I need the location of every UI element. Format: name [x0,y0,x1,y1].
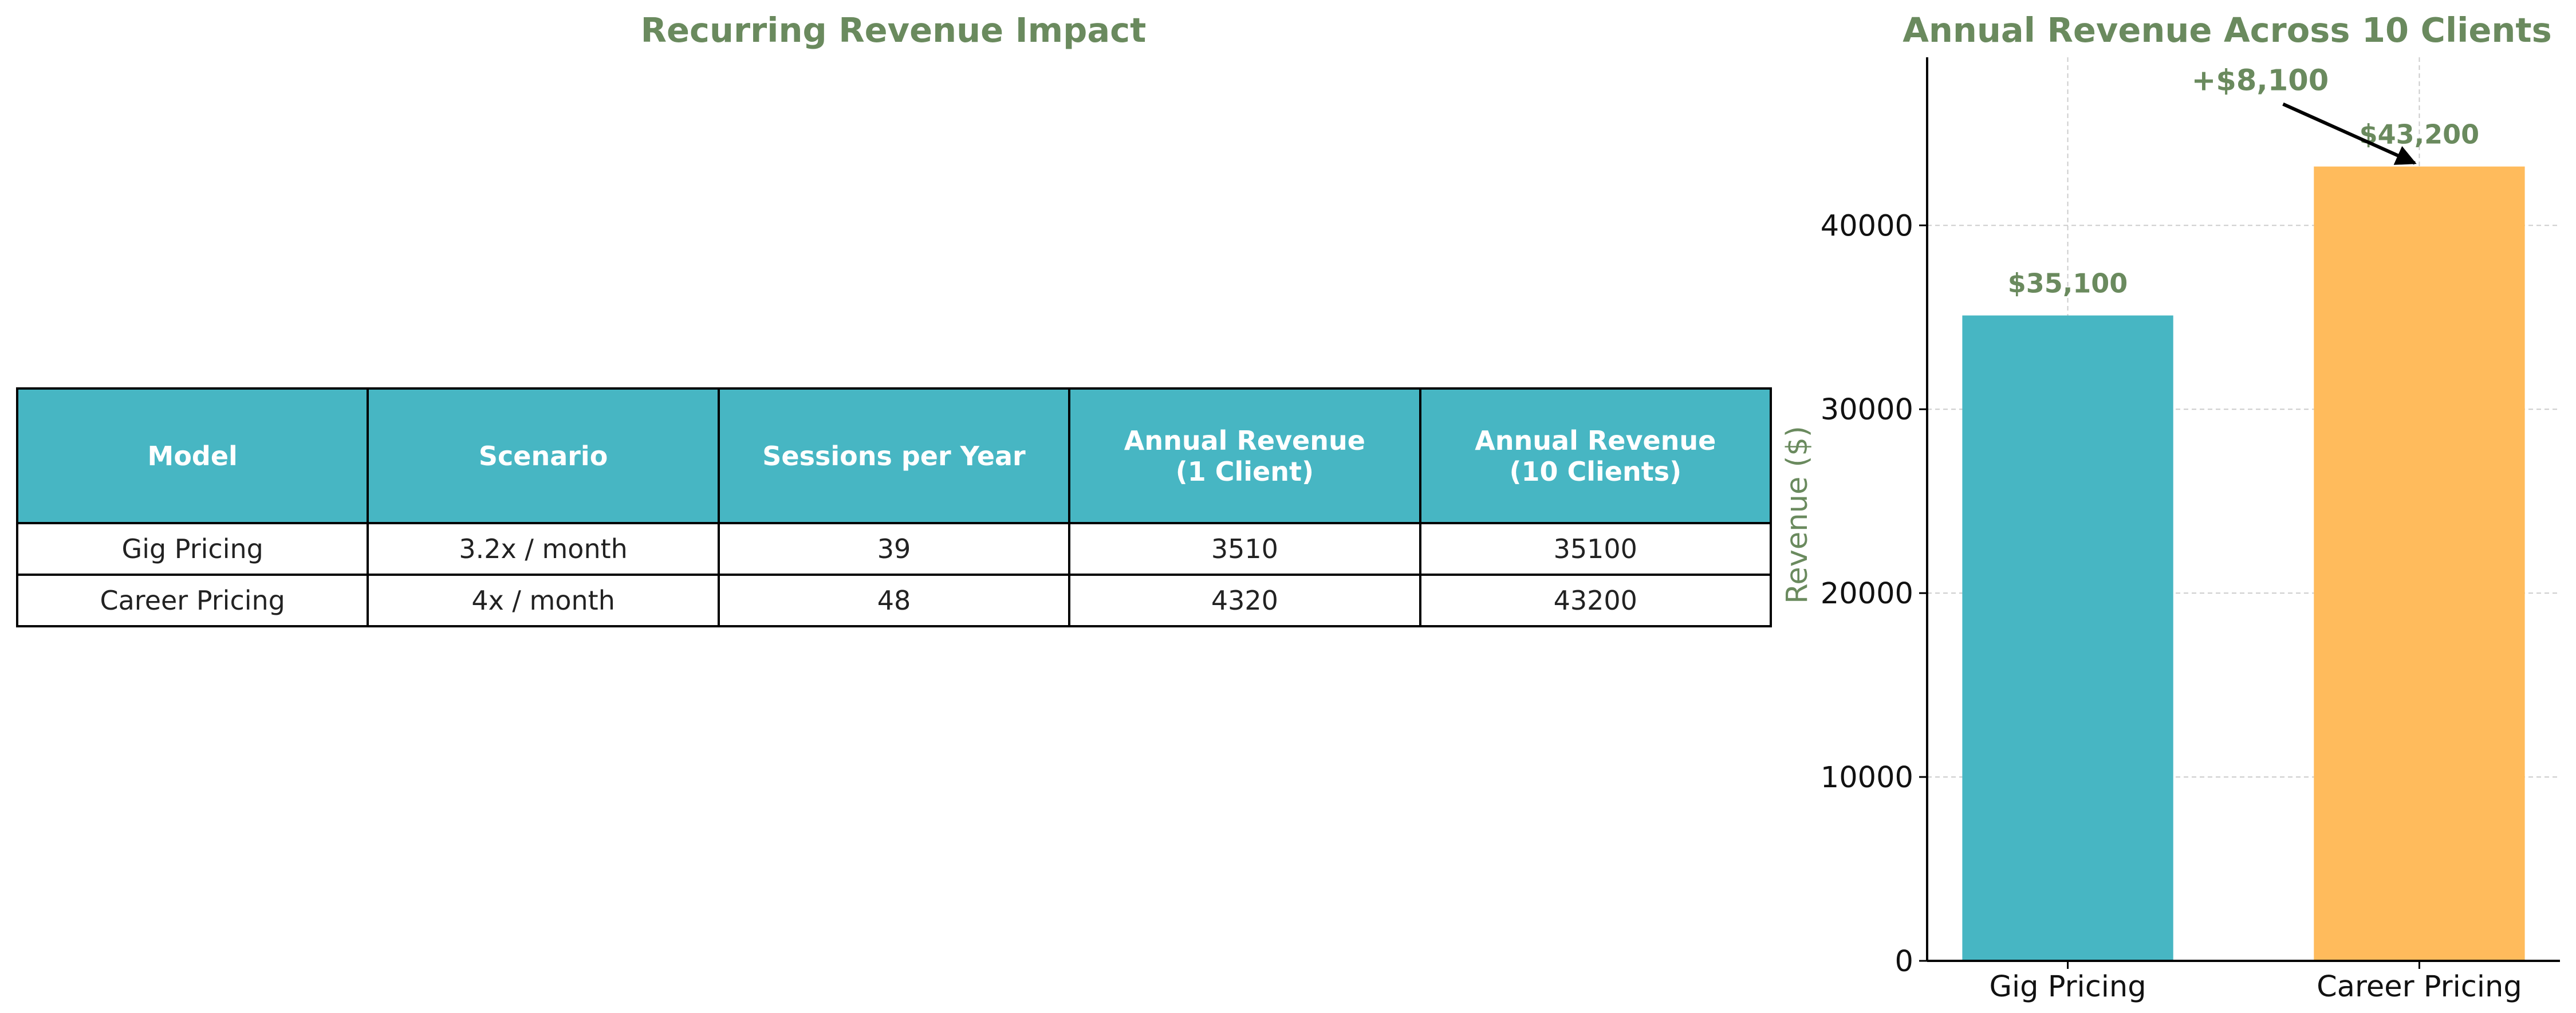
bar-value-label: $43,200 [2360,119,2480,150]
table-cell: 43200 [1419,574,1773,627]
y-tick-label: 30000 [1821,393,1913,427]
table-title: Recurring Revenue Impact [640,10,1147,50]
table-cell: Career Pricing [15,574,369,627]
table-row: Gig Pricing 3.2x / month 39 3510 35100 [15,522,1773,576]
table-cell: 3.2x / month [367,522,720,576]
y-tick-label: 10000 [1821,761,1913,795]
bar-career-pricing [2314,166,2525,961]
table-cell: 48 [717,574,1071,627]
table-cell: 3510 [1068,522,1421,576]
table-header-row: Model Scenario Sessions per Year Annual … [15,387,1773,524]
axes [1919,57,2560,969]
header-scenario: Scenario [367,387,720,524]
labels: 0 10000 20000 30000 40000 Gig Pricing Career P… [1781,64,2522,1004]
y-tick-label: 40000 [1821,209,1913,243]
table-cell: 4320 [1068,574,1421,627]
y-tick-label: 20000 [1821,577,1913,611]
y-axis-label: Revenue ($) [1781,426,1814,604]
bar-value-label: $35,100 [2008,268,2128,299]
header-revenue-1-client: Annual Revenue (1 Client) [1068,387,1421,524]
x-tick-label: Gig Pricing [1989,970,2146,1004]
bars [1962,166,2525,961]
table-cell: 39 [717,522,1071,576]
x-tick-label: Career Pricing [2317,970,2522,1004]
header-revenue-10-clients: Annual Revenue (10 Clients) [1419,387,1773,524]
table-cell: 4x / month [367,574,720,627]
annotation-text: +$8,100 [2192,64,2329,98]
annotation-arrow [2282,102,2417,165]
table-cell: 35100 [1419,522,1773,576]
header-sessions: Sessions per Year [717,387,1071,524]
revenue-table: Model Scenario Sessions per Year Annual … [15,387,1773,627]
bar-gig-pricing [1962,315,2173,961]
chart-title: Annual Revenue Across 10 Clients [1903,10,2552,50]
y-tick-label: 0 [1895,945,1913,979]
table-row: Career Pricing 4x / month 48 4320 43200 [15,574,1773,627]
header-model: Model [15,387,369,524]
table-cell: Gig Pricing [15,522,369,576]
